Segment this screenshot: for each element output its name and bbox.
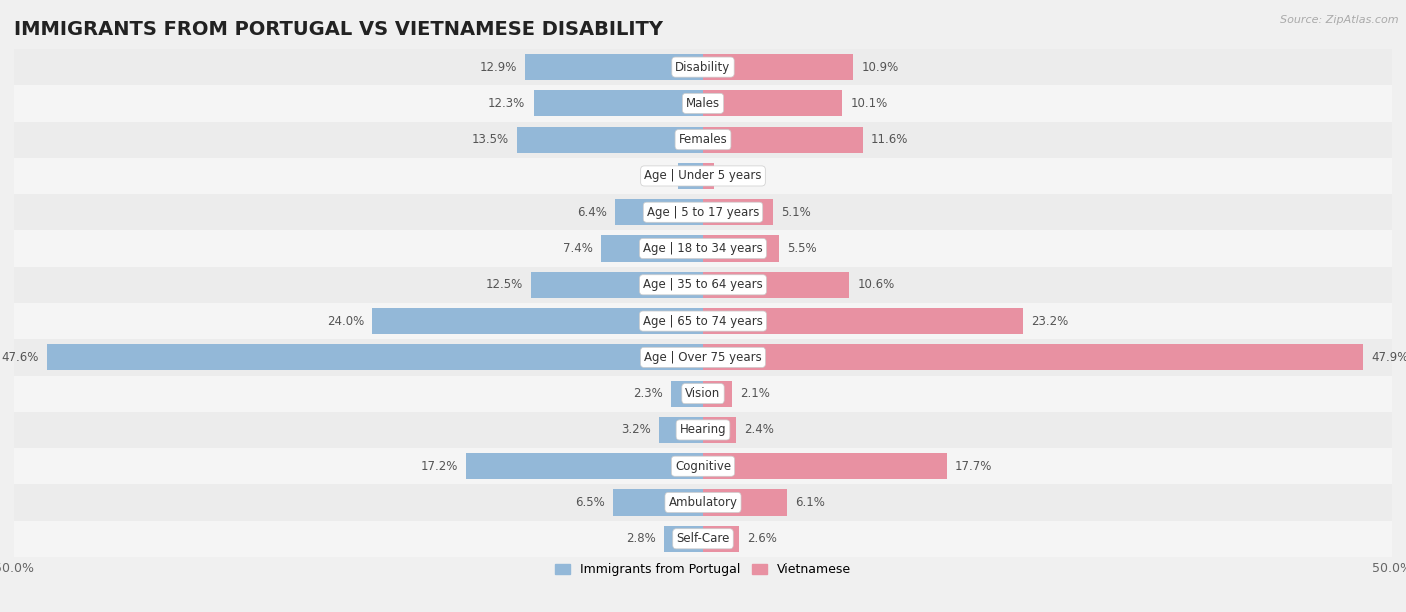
Text: Age | Under 5 years: Age | Under 5 years <box>644 170 762 182</box>
Bar <box>703 453 946 479</box>
Bar <box>703 308 1022 334</box>
Text: 2.8%: 2.8% <box>627 532 657 545</box>
Legend: Immigrants from Portugal, Vietnamese: Immigrants from Portugal, Vietnamese <box>550 558 856 581</box>
Text: Females: Females <box>679 133 727 146</box>
Text: 2.3%: 2.3% <box>633 387 664 400</box>
Text: 3.2%: 3.2% <box>621 424 651 436</box>
Bar <box>703 272 849 298</box>
Bar <box>14 484 1392 521</box>
Text: Ambulatory: Ambulatory <box>668 496 738 509</box>
Bar <box>14 122 1392 158</box>
Bar <box>14 339 1392 376</box>
Text: 17.7%: 17.7% <box>955 460 993 472</box>
Text: Age | 18 to 34 years: Age | 18 to 34 years <box>643 242 763 255</box>
Bar <box>48 345 703 370</box>
Bar <box>703 127 863 153</box>
Bar <box>14 230 1392 267</box>
Bar <box>14 448 1392 484</box>
Bar <box>517 127 703 153</box>
Bar <box>678 163 703 189</box>
Text: Age | 5 to 17 years: Age | 5 to 17 years <box>647 206 759 218</box>
Text: 24.0%: 24.0% <box>326 315 364 327</box>
Text: 2.6%: 2.6% <box>747 532 778 545</box>
Text: 17.2%: 17.2% <box>420 460 458 472</box>
Bar <box>703 236 779 261</box>
Bar <box>703 199 773 225</box>
Text: Males: Males <box>686 97 720 110</box>
Bar <box>465 453 703 479</box>
Text: 12.3%: 12.3% <box>488 97 526 110</box>
Bar <box>14 267 1392 303</box>
Bar <box>703 381 733 407</box>
Bar <box>14 158 1392 194</box>
Bar <box>703 54 853 80</box>
Text: 6.5%: 6.5% <box>575 496 605 509</box>
Text: 10.9%: 10.9% <box>862 61 898 73</box>
Text: Source: ZipAtlas.com: Source: ZipAtlas.com <box>1281 15 1399 25</box>
Text: 5.5%: 5.5% <box>787 242 817 255</box>
Text: 2.4%: 2.4% <box>744 424 775 436</box>
Text: 12.9%: 12.9% <box>479 61 517 73</box>
Bar <box>703 490 787 515</box>
Text: 47.6%: 47.6% <box>1 351 39 364</box>
Bar <box>14 194 1392 230</box>
Text: 23.2%: 23.2% <box>1031 315 1069 327</box>
Bar <box>14 85 1392 122</box>
Text: 5.1%: 5.1% <box>782 206 811 218</box>
Bar <box>613 490 703 515</box>
Text: IMMIGRANTS FROM PORTUGAL VS VIETNAMESE DISABILITY: IMMIGRANTS FROM PORTUGAL VS VIETNAMESE D… <box>14 20 664 39</box>
Text: Hearing: Hearing <box>679 424 727 436</box>
Bar <box>531 272 703 298</box>
Bar <box>614 199 703 225</box>
Text: Age | 35 to 64 years: Age | 35 to 64 years <box>643 278 763 291</box>
Bar <box>600 236 703 261</box>
Text: 2.1%: 2.1% <box>740 387 770 400</box>
Text: 6.4%: 6.4% <box>576 206 606 218</box>
Text: Disability: Disability <box>675 61 731 73</box>
Text: 10.1%: 10.1% <box>851 97 887 110</box>
Text: 10.6%: 10.6% <box>858 278 894 291</box>
Text: Vision: Vision <box>685 387 721 400</box>
Text: 47.9%: 47.9% <box>1371 351 1406 364</box>
Bar <box>14 49 1392 85</box>
Bar <box>703 417 737 443</box>
Text: 13.5%: 13.5% <box>471 133 509 146</box>
Text: Cognitive: Cognitive <box>675 460 731 472</box>
Text: 12.5%: 12.5% <box>485 278 523 291</box>
Text: 6.1%: 6.1% <box>796 496 825 509</box>
Bar <box>703 91 842 116</box>
Bar <box>703 526 738 552</box>
Bar <box>671 381 703 407</box>
Bar <box>526 54 703 80</box>
Bar <box>14 303 1392 339</box>
Bar <box>14 376 1392 412</box>
Bar <box>703 345 1362 370</box>
Text: Age | 65 to 74 years: Age | 65 to 74 years <box>643 315 763 327</box>
Bar <box>14 412 1392 448</box>
Text: 7.4%: 7.4% <box>562 242 593 255</box>
Bar <box>659 417 703 443</box>
Bar <box>14 521 1392 557</box>
Text: 11.6%: 11.6% <box>872 133 908 146</box>
Text: Self-Care: Self-Care <box>676 532 730 545</box>
Bar <box>373 308 703 334</box>
Text: Age | Over 75 years: Age | Over 75 years <box>644 351 762 364</box>
Text: 0.81%: 0.81% <box>723 170 759 182</box>
Bar <box>533 91 703 116</box>
Bar <box>703 163 714 189</box>
Text: 1.8%: 1.8% <box>640 170 669 182</box>
Bar <box>665 526 703 552</box>
